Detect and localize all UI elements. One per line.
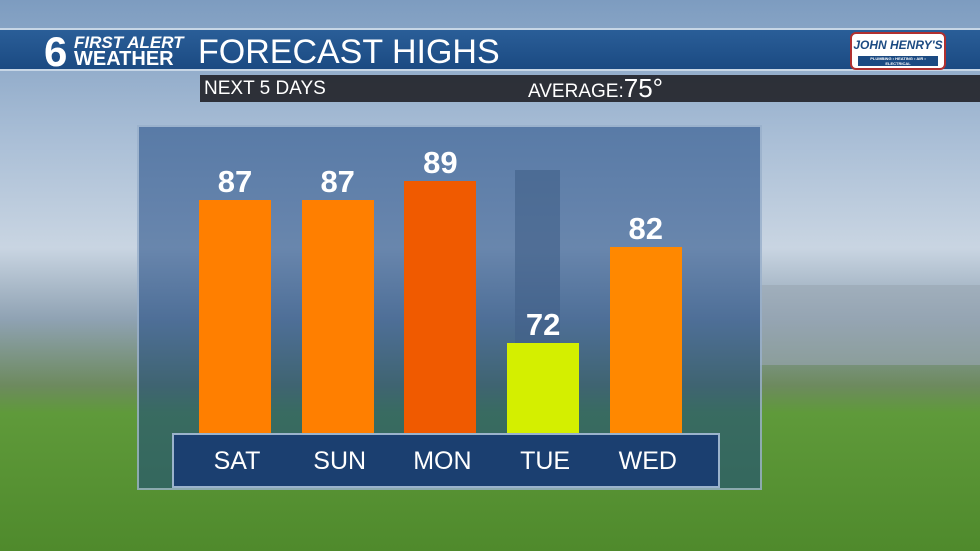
page-title: FORECAST HIGHS [198,33,500,71]
period-label: NEXT 5 DAYS [204,78,326,99]
value-label: 72 [525,306,561,342]
value-label: 87 [320,163,355,199]
arena-building [760,285,980,365]
chart-panel: SAT SUN MON TUE WED 87 87 89 72 82 [137,125,762,490]
day-label: WED [618,447,677,475]
station-logo-text: FIRST ALERT WEATHER [74,33,184,70]
bar-tue [507,342,580,435]
average-readout: AVERAGE:75° [528,73,664,103]
day-label: TUE [520,447,571,475]
day-label: SUN [313,447,367,475]
day-label: SAT [213,447,261,475]
day-label-bar: SAT SUN MON TUE WED [172,433,720,488]
bar-mon [404,180,477,435]
sponsor-logo: JOHN HENRY'S PLUMBING • HEATING • AIR • E… [850,32,946,70]
bar-sat [199,199,271,435]
bar-wed [609,247,682,435]
subheader-bar: NEXT 5 DAYS AVERAGE:75° [200,75,980,102]
header-bar: 6 FIRST ALERT WEATHER FORECAST HIGHS JOHN… [0,28,980,75]
value-label: 82 [628,211,664,247]
value-label: 89 [423,144,458,180]
value-label: 87 [217,163,253,199]
day-label: MON [413,447,472,475]
bar-sun [301,199,374,435]
station-logo-number: 6 [44,28,68,75]
